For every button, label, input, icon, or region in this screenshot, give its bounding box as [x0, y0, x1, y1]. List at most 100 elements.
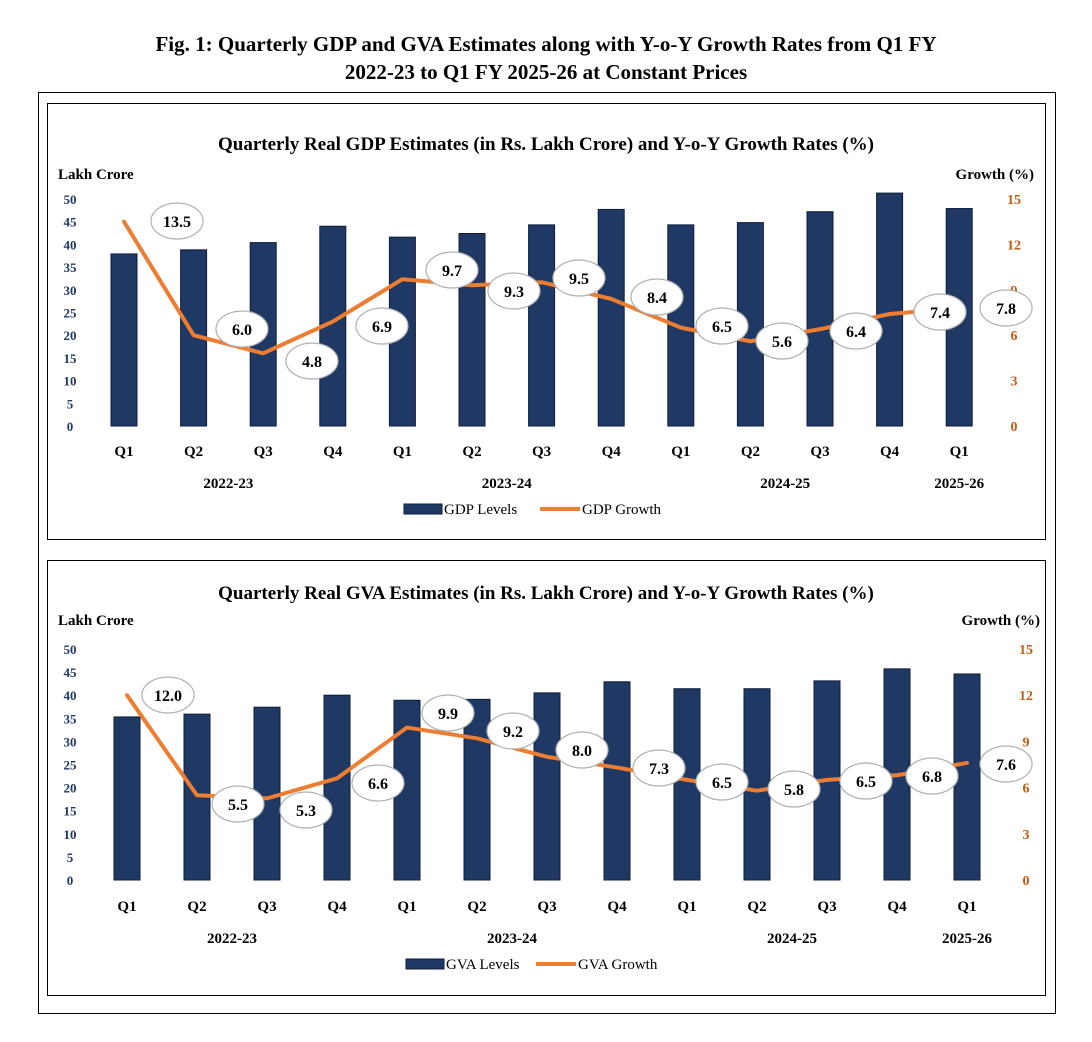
gva-data-label-text: 6.5	[856, 774, 876, 791]
gdp-data-label-bubble	[755, 322, 809, 360]
gva-data-label-text: 9.2	[503, 724, 523, 741]
gdp-growth-line	[122, 219, 962, 356]
gva-year-label: 2023-24	[487, 931, 537, 947]
gva-chart: Quarterly Real GVA Estimates (in Rs. Lak…	[58, 583, 1040, 973]
gdp-bar	[876, 192, 904, 427]
figure-title-line1: Fig. 1: Quarterly GDP and GVA Estimates …	[155, 32, 937, 56]
gdp-data-label: 7.4	[913, 293, 967, 331]
gdp-chart-panel: Quarterly Real GDP Estimates (in Rs. Lak…	[47, 103, 1046, 540]
gva-data-label-text: 9.9	[438, 706, 458, 723]
gdp-data-label-text: 7.4	[930, 305, 950, 322]
gva-data-label-text: 6.8	[922, 769, 942, 786]
gva-data-label-text: 6.6	[368, 776, 388, 793]
gva-x-tick: Q4	[607, 899, 627, 915]
gva-right-tick: 9	[1023, 735, 1030, 750]
gdp-left-tick: 30	[64, 283, 77, 298]
gdp-data-label: 6.4	[829, 312, 883, 350]
gva-x-tick: Q3	[537, 899, 556, 915]
gdp-data-label-bubble	[979, 289, 1033, 327]
gva-data-label: 8.0	[555, 731, 609, 769]
gdp-data-label-bubble	[355, 307, 409, 345]
gva-data-label: 7.6	[979, 745, 1033, 783]
gdp-right-tick: 6	[1011, 329, 1018, 344]
gdp-left-tick: 0	[67, 419, 74, 434]
gva-legend-bar-label: GVA Levels	[446, 957, 520, 973]
gdp-right-tick: 12	[1007, 238, 1021, 253]
gdp-year-label: 2025-26	[934, 476, 984, 492]
gdp-bar	[806, 211, 834, 427]
gdp-data-label-bubble	[425, 251, 479, 289]
gva-x-tick: Q1	[117, 899, 136, 915]
gdp-x-tick: Q3	[532, 444, 551, 460]
gva-data-label-bubble	[351, 764, 405, 802]
gdp-data-label-text: 13.5	[163, 214, 191, 231]
gdp-data-label-text: 6.0	[232, 322, 252, 339]
gdp-x-tick: Q1	[114, 444, 133, 460]
gva-data-label-bubble	[421, 694, 475, 732]
gdp-left-tick: 10	[64, 374, 77, 389]
gdp-data-label: 8.4	[630, 278, 684, 316]
gva-legend-bar-swatch	[405, 958, 445, 970]
gdp-chart-title: Quarterly Real GDP Estimates (in Rs. Lak…	[218, 134, 874, 155]
gdp-chart: Quarterly Real GDP Estimates (in Rs. Lak…	[58, 134, 1034, 518]
gdp-data-label: 9.7	[425, 251, 479, 289]
gdp-data-label-bubble	[215, 310, 269, 348]
gdp-data-label-text: 9.3	[504, 284, 524, 301]
gva-data-label-bubble	[979, 745, 1033, 783]
gva-data-label-text: 5.8	[784, 782, 804, 799]
gva-data-label-bubble	[905, 757, 959, 795]
gdp-year-label: 2023-24	[482, 476, 532, 492]
gva-left-tick: 25	[64, 758, 78, 773]
gva-data-label: 6.8	[905, 757, 959, 795]
gdp-data-label-text: 7.8	[996, 301, 1016, 318]
gdp-left-tick: 35	[64, 260, 78, 275]
gdp-data-label-text: 6.9	[372, 319, 392, 336]
gdp-x-tick: Q1	[671, 444, 690, 460]
gva-data-label-bubble	[141, 676, 195, 714]
gdp-year-label: 2024-25	[760, 476, 810, 492]
gva-right-tick: 15	[1019, 643, 1033, 658]
gva-right-tick: 12	[1019, 689, 1033, 704]
gdp-legend-bar-swatch	[403, 503, 443, 515]
gva-x-tick: Q1	[397, 899, 416, 915]
gdp-data-label: 13.5	[150, 202, 204, 240]
gva-bar	[603, 681, 631, 881]
gdp-bar	[528, 224, 556, 427]
figure-title-line2: 2022-23 to Q1 FY 2025-26 at Constant Pri…	[344, 60, 748, 84]
gdp-year-label: 2022-23	[203, 476, 253, 492]
gdp-data-label-text: 9.7	[442, 263, 462, 280]
gva-left-tick: 5	[67, 850, 74, 865]
gdp-data-label-bubble	[695, 307, 749, 345]
gva-data-label: 12.0	[141, 676, 195, 714]
gva-year-label: 2025-26	[942, 931, 992, 947]
gva-data-label-text: 7.6	[996, 757, 1016, 774]
gva-left-tick: 40	[64, 688, 77, 703]
gdp-right-axis-title: Growth (%)	[956, 167, 1034, 183]
gdp-data-label: 5.6	[755, 322, 809, 360]
gva-left-tick: 15	[64, 804, 78, 819]
gva-year-label: 2024-25	[767, 931, 817, 947]
gva-right-axis-title: Growth (%)	[962, 613, 1040, 629]
gdp-x-tick: Q2	[741, 444, 760, 460]
gdp-bar	[597, 208, 625, 427]
gdp-data-label: 4.8	[285, 342, 339, 380]
gdp-legend: GDP Levels GDP Growth	[403, 502, 662, 518]
gdp-left-tick: 25	[64, 306, 78, 321]
gdp-bar	[110, 253, 138, 427]
gva-left-tick: 45	[64, 665, 78, 680]
gva-data-label: 7.3	[632, 749, 686, 787]
gva-left-tick: 20	[64, 781, 77, 796]
gdp-x-tick: Q2	[184, 444, 203, 460]
gva-chart-panel: Quarterly Real GVA Estimates (in Rs. Lak…	[47, 560, 1046, 996]
gdp-legend-line-label: GDP Growth	[582, 502, 662, 518]
gdp-x-tick: Q4	[880, 444, 900, 460]
gva-data-label: 6.5	[695, 763, 749, 801]
gdp-left-tick: 15	[64, 351, 78, 366]
gdp-data-label: 6.5	[695, 307, 749, 345]
gdp-data-label-bubble	[913, 293, 967, 331]
gva-data-label-bubble	[279, 791, 333, 829]
gdp-left-tick: 20	[64, 328, 77, 343]
gva-bar	[113, 716, 141, 881]
gva-x-tick: Q3	[817, 899, 836, 915]
gva-data-label-bubble	[767, 770, 821, 808]
